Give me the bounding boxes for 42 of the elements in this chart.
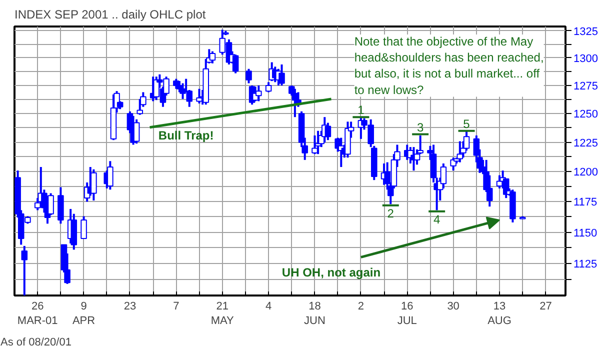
y-tick-label: 1300	[574, 52, 598, 65]
y-tick-label: 1225	[574, 137, 598, 150]
candlestick	[80, 215, 87, 240]
x-tick-label: 9 APR	[72, 300, 96, 327]
candlestick	[107, 160, 114, 191]
text: As of 08/20/01	[0, 336, 72, 348]
candlestick	[209, 50, 216, 64]
candlestick	[312, 134, 318, 156]
chart-title: INDEX SEP 2001 .. daily OHLC plot	[14, 8, 206, 22]
annotation: 5	[463, 116, 470, 131]
y-tick-label: 1275	[574, 80, 598, 92]
annotation: UH OH, not again	[282, 265, 381, 280]
annotation: 2	[387, 206, 394, 220]
candlestick	[90, 168, 97, 202]
y-tick-label: 1150	[574, 227, 598, 240]
y-tick-label: 1325	[574, 26, 598, 38]
y-tick-label: 1200	[574, 166, 598, 179]
annotation: Note that the objective of the May head&shoulders has been reached, but also, it is not a bull market... off to new lows?	[354, 34, 544, 97]
x-tick-label: 2	[358, 300, 364, 312]
candlestick	[173, 78, 180, 90]
candlestick	[232, 54, 239, 74]
x-tick-label: 26 MAR-01	[17, 300, 58, 327]
x-tick-label: 27	[540, 300, 552, 312]
x-tick-label: 13 AUG	[488, 300, 512, 327]
x-tick-label: 23	[124, 300, 136, 312]
x-tick-label: 30	[447, 300, 460, 312]
x-tick-label: 18 JUN	[304, 300, 326, 327]
candlestick	[246, 68, 252, 84]
y-tick-label: 1175	[574, 196, 598, 209]
y-tick-label: 1125	[574, 258, 598, 271]
candlestick	[278, 63, 285, 86]
candlestick	[450, 156, 456, 172]
annotation: 1	[358, 103, 365, 118]
x-tick-label: 21 MAY	[210, 300, 235, 327]
y-tick-label: 1250	[574, 108, 598, 121]
annotation: Bull Trap!	[158, 128, 214, 142]
annotation: 3	[416, 120, 424, 134]
x-tick-label: 4	[265, 300, 272, 312]
x-tick-label: 16 JUL	[397, 300, 417, 327]
x-tick-label: 7	[173, 300, 180, 312]
candlestick	[21, 244, 28, 296]
annotation: 4	[433, 212, 440, 226]
